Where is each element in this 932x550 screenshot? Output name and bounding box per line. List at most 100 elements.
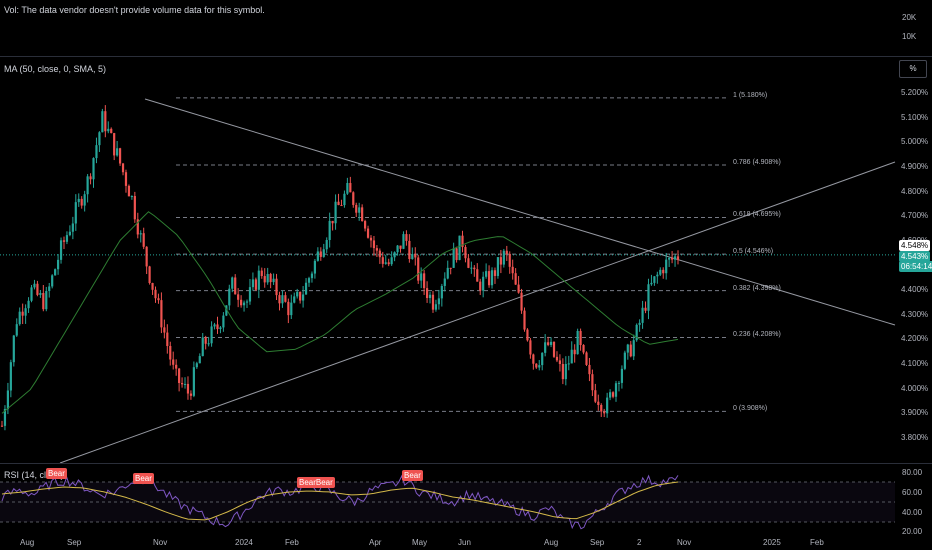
time-axis-label: Sep [67, 538, 82, 547]
candle-body [479, 281, 482, 291]
candle-body [248, 287, 252, 302]
candle-body [219, 327, 222, 330]
price-scale-label: 3.800% [901, 433, 929, 442]
candle-body [552, 341, 556, 357]
time-axis-label: Nov [153, 538, 168, 547]
candle-body [393, 252, 396, 258]
descending-trendline [144, 98, 896, 326]
candle-body [157, 298, 160, 301]
candle-body [343, 193, 346, 206]
candle-body [245, 301, 249, 303]
candle-body [136, 219, 139, 235]
candle-body [538, 365, 541, 368]
candle-body [673, 256, 677, 260]
rsi-indicator-label[interactable]: RSI (14, close) [4, 470, 64, 480]
bear-signal: Bear [46, 468, 67, 479]
candle-body [12, 335, 15, 363]
candle-body [169, 346, 172, 360]
candle-body [555, 356, 559, 361]
candle-body [39, 292, 42, 295]
candle-body [68, 231, 71, 236]
time-axis-label: Apr [369, 538, 382, 547]
candle-body [98, 132, 101, 146]
candle-body [101, 111, 104, 133]
candle-body [434, 304, 438, 310]
candle-body [458, 235, 461, 261]
candle-body [428, 294, 432, 298]
candle-body [440, 285, 443, 299]
candle-body [319, 251, 322, 257]
candle-body [151, 282, 154, 290]
price-scale-label: 5.200% [901, 88, 929, 97]
candle-body [107, 128, 110, 132]
candle-body [659, 269, 662, 275]
candle-body [452, 248, 455, 268]
time-axis-label: 2025 [763, 538, 781, 547]
candle-body [266, 274, 269, 283]
candle-body [213, 324, 216, 327]
fib-level-label: 0.382 (4.398%) [733, 284, 781, 292]
candle-body [558, 360, 562, 364]
time-axis-label: 2 [637, 538, 642, 547]
candle-body [449, 267, 452, 269]
candle-body [653, 276, 656, 283]
ma-indicator-label[interactable]: MA (50, close, 0, SMA, 5) [4, 64, 107, 74]
moving-average-line [1, 211, 679, 414]
candle-body [564, 364, 567, 380]
candle-body [325, 239, 328, 250]
candle-body [443, 278, 446, 286]
rsi-scale-60: 60.00 [902, 488, 923, 497]
candle-body [204, 337, 207, 344]
candle-body [375, 248, 378, 251]
price-scale-label: 4.100% [901, 359, 929, 369]
candle-body [399, 245, 402, 249]
candle-body [493, 270, 497, 276]
candle-body [240, 299, 243, 306]
candle-body [307, 278, 311, 283]
candle-body [411, 254, 414, 259]
price-scale-label: 3.900% [901, 408, 929, 418]
candle-body [387, 262, 390, 265]
candle-body [163, 327, 166, 333]
fib-level-label: 1 (5.180%) [733, 91, 768, 99]
candle-body [287, 301, 290, 316]
price-scale-label: 4.200% [901, 334, 929, 344]
candle-body [384, 262, 387, 264]
candle-body [656, 274, 659, 277]
candle-body [467, 258, 470, 268]
candle-body [600, 404, 603, 412]
candle-body [520, 292, 523, 311]
candle-body [644, 307, 647, 311]
price-scale-label: 4.900% [901, 161, 929, 171]
candle-body [284, 295, 287, 302]
candle-body [27, 300, 30, 309]
rsi-scale-80: 80.00 [902, 468, 923, 477]
time-axis-label: May [412, 538, 428, 547]
candle-body [139, 233, 142, 235]
candle-body [423, 273, 426, 289]
candle-body [632, 340, 635, 357]
price-scale-label: 4.300% [901, 309, 929, 319]
pane-separator-rsi[interactable] [0, 463, 932, 464]
candle-body [378, 250, 381, 258]
time-axis-label: Aug [20, 538, 35, 547]
candle-body [313, 260, 317, 274]
candle-body [74, 202, 77, 224]
candle-body [635, 324, 638, 341]
candle-body [15, 324, 18, 336]
candle-body [420, 273, 423, 281]
candle-body [603, 411, 606, 414]
candle-body [570, 349, 573, 364]
candle-body [148, 266, 151, 283]
candle-body [417, 257, 420, 281]
fib-level-label: 0.236 (4.208%) [733, 331, 781, 339]
candle-body [154, 289, 157, 299]
last-price-tag-a: 4.548% [899, 240, 931, 251]
candle-body [499, 257, 502, 265]
percent-scale-button[interactable]: % [899, 60, 927, 78]
pane-separator-volume[interactable] [0, 56, 932, 57]
candle-body [30, 287, 33, 301]
candle-body [178, 368, 181, 383]
candle-body [668, 257, 671, 260]
